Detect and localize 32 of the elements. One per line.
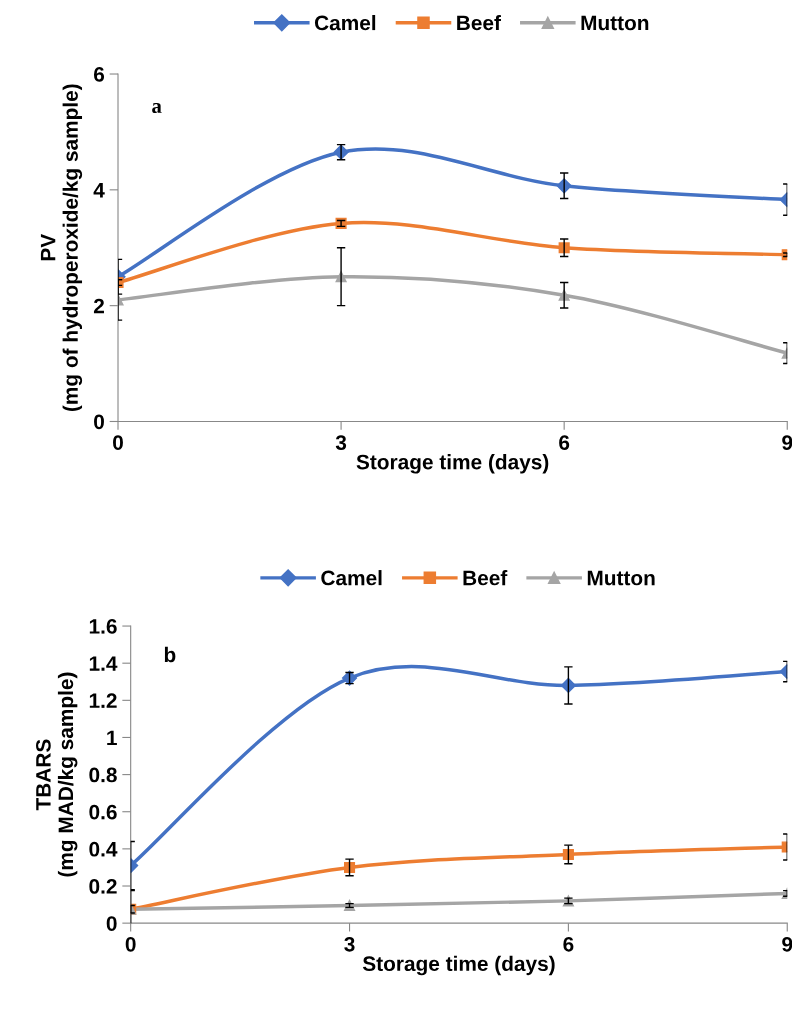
y-tick-label: 1.4 <box>89 656 118 671</box>
legend-label: Camel <box>314 15 376 31</box>
y-axis-title: PV (mg of hydroperoxide/kg sample) <box>40 84 83 412</box>
x-tick-label: 3 <box>344 936 355 952</box>
y-tick-label: 2 <box>93 298 104 314</box>
y-tick-label: 0 <box>106 916 117 931</box>
x-tick-label: 9 <box>782 435 792 450</box>
annotation: a <box>152 103 162 113</box>
y-tick-label: 6 <box>93 67 105 82</box>
y-tick-label: 4 <box>93 183 105 198</box>
legend-label: Mutton <box>581 15 649 31</box>
x-axis-title: Storage time (days) <box>356 454 549 474</box>
x-tick-label: 6 <box>563 936 574 952</box>
x-axis-title: Storage time (days) <box>362 955 555 976</box>
legend-label: Mutton <box>587 570 655 586</box>
annotation: b <box>164 646 176 663</box>
y-axis-title: TBARS (mg MAD/kg sample) <box>36 672 78 877</box>
y-tick-label: 0.8 <box>89 767 117 783</box>
x-tick-label: 0 <box>125 936 136 952</box>
legend-label: Beef <box>457 15 501 31</box>
x-tick-label: 3 <box>335 435 347 451</box>
y-tick-label: 0.6 <box>89 804 117 820</box>
y-tick-label: 1 <box>107 730 117 746</box>
y-tick-label: 1.6 <box>89 619 117 634</box>
y-tick-label: 0 <box>94 414 104 430</box>
x-tick-label: 6 <box>559 435 570 450</box>
legend-label: Beef <box>463 570 508 586</box>
y-tick-label: 0.2 <box>89 879 117 894</box>
y-tick-label: 0.4 <box>89 841 118 857</box>
legend-label: Camel <box>321 570 382 586</box>
x-tick-label: 9 <box>782 936 792 952</box>
y-tick-label: 1.2 <box>89 693 117 708</box>
